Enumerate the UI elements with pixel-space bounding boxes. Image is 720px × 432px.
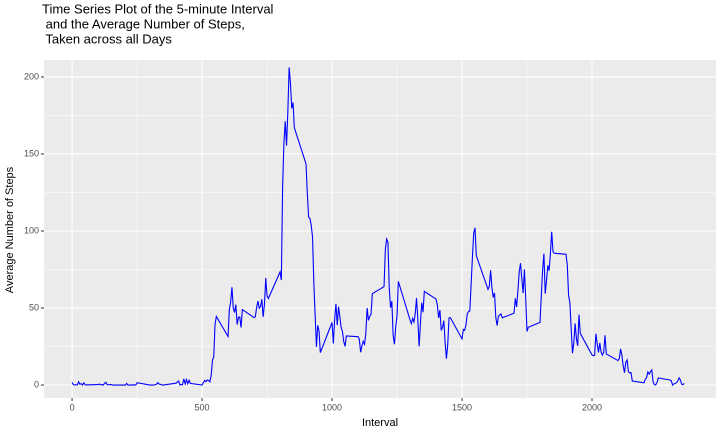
y-tick-label: 0 — [34, 379, 39, 389]
chart-title-line: Taken across all Days — [42, 31, 172, 46]
x-tick-label: 0 — [70, 402, 75, 412]
y-tick-label: 200 — [24, 71, 39, 81]
chart-title-line: and the Average Number of Steps, — [42, 16, 245, 31]
x-tick-label: 500 — [195, 402, 210, 412]
y-tick-label: 150 — [24, 148, 39, 158]
x-tick-label: 2000 — [582, 402, 602, 412]
plot-panel — [44, 60, 716, 398]
y-tick-label: 100 — [24, 225, 39, 235]
data-line — [71, 67, 685, 387]
x-tick-label: 1500 — [452, 402, 472, 412]
x-axis-title: Interval — [362, 417, 398, 429]
x-tick-label: 1000 — [322, 402, 342, 412]
y-tick-label: 50 — [29, 302, 39, 312]
y-axis-title: Average Number of Steps — [4, 166, 16, 293]
chart-title-line: Time Series Plot of the 5-minute Interva… — [42, 1, 274, 16]
